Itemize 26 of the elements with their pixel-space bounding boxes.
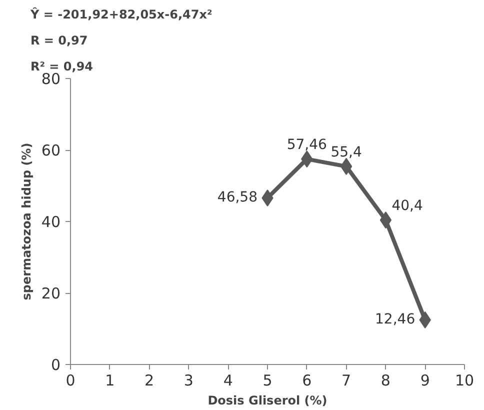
x-tick-label: 6 [302, 372, 312, 390]
data-label: 46,58 [217, 189, 258, 206]
x-tick-label: 10 [454, 372, 474, 390]
x-tick-label: 9 [420, 372, 430, 390]
x-tick-label: 8 [380, 372, 390, 390]
y-axis-title: spermatozoa hidup (%) [19, 142, 34, 300]
point [380, 212, 392, 229]
text: R = 0,97 [30, 34, 88, 48]
x-tick-label: 5 [262, 372, 272, 390]
x-tick-label: 3 [184, 372, 194, 390]
x-tick-label: 7 [342, 372, 352, 390]
x-tick-label: 0 [66, 372, 76, 390]
data-label: 12,46 [375, 311, 416, 328]
x-tick-label: 2 [144, 372, 154, 390]
data-label: 57,46 [286, 137, 328, 154]
data-label: 40,4 [392, 198, 423, 214]
data-label: 55,4 [330, 144, 362, 160]
text: Ŷ = -201,92+82,05x-6,47x² [30, 6, 212, 22]
y-tick-label: 0 [50, 356, 61, 374]
x-tick-label: 1 [105, 372, 115, 390]
y-tick-label: 60 [41, 142, 61, 160]
x-axis-title: Dosis Gliserol (%) [208, 394, 328, 408]
point [340, 158, 352, 175]
y-tick-label: 20 [41, 284, 61, 302]
x-tick-label: 4 [223, 372, 233, 390]
y-tick-label: 40 [41, 213, 61, 231]
